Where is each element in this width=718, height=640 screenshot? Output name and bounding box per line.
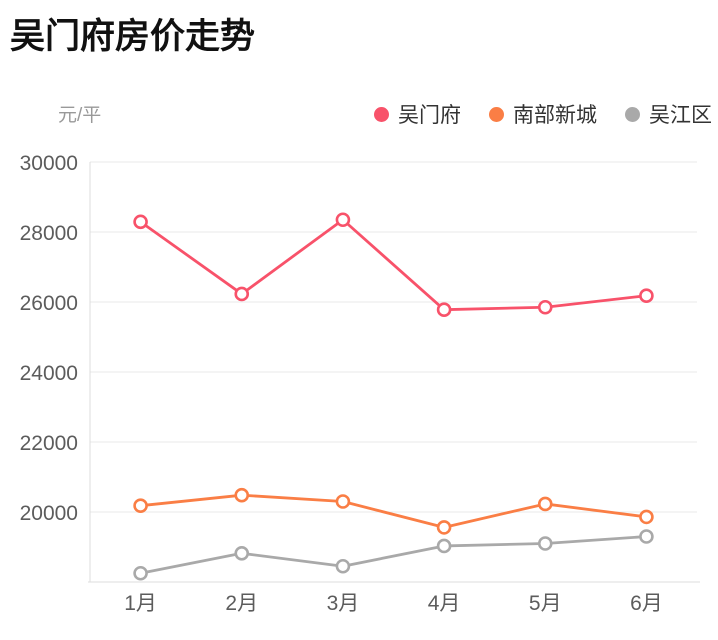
data-point-marker	[234, 545, 250, 561]
data-point-marker	[436, 520, 452, 535]
series-path	[139, 218, 648, 312]
data-point-marker	[234, 487, 250, 503]
series-line-2	[133, 529, 654, 581]
data-point-marker	[335, 494, 351, 509]
data-point-marker	[639, 509, 654, 525]
series-path	[139, 493, 648, 529]
data-point-marker	[639, 529, 654, 544]
data-point-marker	[639, 288, 654, 304]
legend-item-1[interactable]: 南部新城	[489, 99, 597, 129]
y-tick-label: 20000	[20, 502, 78, 525]
legend-dot-icon	[625, 106, 640, 122]
data-point-marker	[133, 498, 148, 514]
axis-lines	[88, 162, 700, 583]
y-tick-label: 28000	[20, 222, 78, 245]
y-axis-labels: 20000 22000 24000 26000 28000 30000	[20, 152, 78, 525]
x-tick-label: 1月	[124, 592, 157, 615]
x-tick-label: 3月	[327, 592, 360, 615]
chart-legend: 吴门府 南部新城 吴江区	[374, 99, 712, 129]
data-point-marker	[537, 496, 553, 512]
data-point-marker	[133, 214, 148, 230]
y-axis-unit-label: 元/平	[58, 105, 102, 126]
legend-label: 吴门府	[398, 104, 461, 127]
series-path	[139, 535, 648, 575]
legend-label: 南部新城	[513, 104, 597, 127]
y-tick-label: 24000	[20, 362, 78, 385]
y-tick-label: 30000	[20, 152, 78, 175]
data-point-marker	[537, 536, 553, 551]
data-point-marker	[335, 558, 351, 574]
x-tick-label: 6月	[630, 592, 663, 615]
data-point-marker	[335, 212, 351, 228]
y-tick-label: 26000	[20, 292, 78, 315]
series-line-0	[133, 212, 654, 318]
data-point-marker	[133, 565, 148, 581]
data-point-marker	[234, 286, 250, 302]
x-tick-label: 2月	[225, 592, 258, 615]
series-line-1	[133, 487, 654, 535]
x-tick-label: 5月	[529, 592, 562, 615]
data-point-marker	[537, 299, 553, 315]
gridlines	[90, 161, 697, 513]
x-axis-labels: 1月 2月 3月 4月 5月 6月	[124, 592, 663, 615]
legend-label: 吴江区	[649, 104, 712, 127]
x-tick-label: 4月	[428, 592, 461, 615]
page-title: 吴门府房价走势	[10, 17, 256, 56]
legend-item-0[interactable]: 吴门府	[374, 99, 461, 129]
legend-item-2[interactable]: 吴江区	[625, 99, 712, 129]
legend-dot-icon	[374, 106, 389, 122]
y-tick-label: 22000	[20, 432, 78, 455]
legend-dot-icon	[489, 106, 504, 122]
data-point-marker	[436, 538, 452, 554]
data-point-marker	[436, 302, 452, 318]
